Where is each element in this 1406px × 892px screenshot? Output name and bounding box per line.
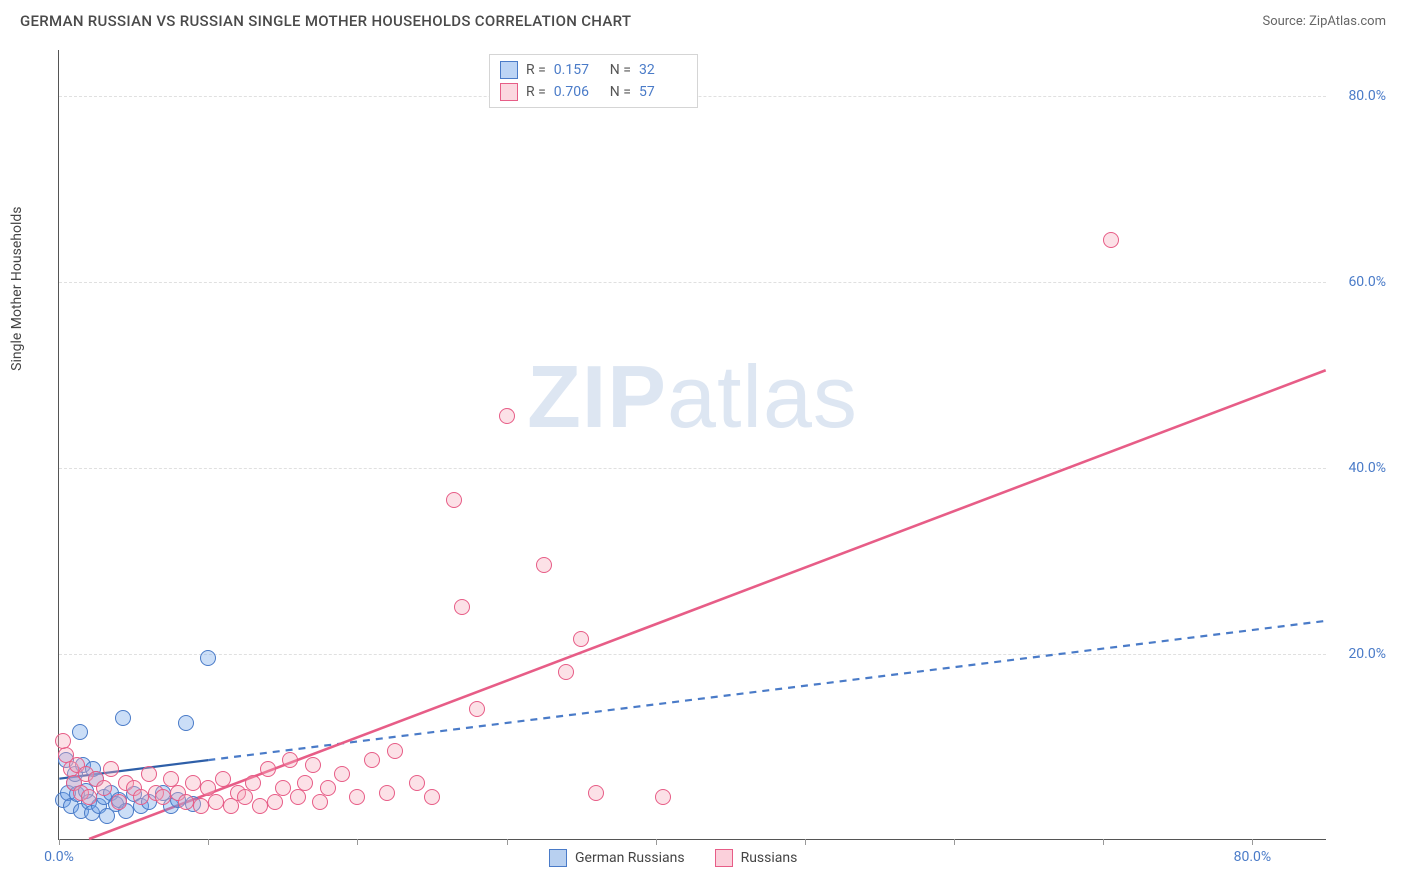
data-point (133, 789, 149, 805)
data-point (115, 710, 131, 726)
data-point (111, 794, 127, 810)
data-point (141, 766, 157, 782)
x-tick (357, 839, 358, 845)
legend-swatch (549, 849, 567, 867)
data-point (55, 733, 71, 749)
data-point (297, 775, 313, 791)
data-point (387, 743, 403, 759)
data-point (446, 492, 462, 508)
data-point (409, 775, 425, 791)
y-tick-label: 80.0% (1331, 88, 1386, 104)
data-point (290, 789, 306, 805)
legend-stats-row: R = 0.706 N = 57 (500, 81, 687, 103)
legend-stats-row: R = 0.157 N = 32 (500, 59, 687, 81)
data-point (260, 761, 276, 777)
data-point (155, 789, 171, 805)
data-point (588, 785, 604, 801)
data-point (558, 664, 574, 680)
data-point (469, 701, 485, 717)
legend-series-label: German Russians (575, 850, 685, 866)
data-point (275, 780, 291, 796)
x-tick (507, 839, 508, 845)
legend-n-label: N = (610, 84, 631, 100)
data-point (454, 599, 470, 615)
data-point (208, 794, 224, 810)
data-point (1103, 232, 1119, 248)
x-tick (208, 839, 209, 845)
legend-n-value: 32 (639, 62, 687, 78)
data-point (364, 752, 380, 768)
data-point (334, 766, 350, 782)
chart-area: ZIPatlas 20.0%40.0%60.0%80.0% Single Mot… (58, 50, 1326, 840)
x-axis-end-label: 80.0% (1234, 849, 1272, 865)
data-point (178, 715, 194, 731)
data-point (320, 780, 336, 796)
chart-title: GERMAN RUSSIAN VS RUSSIAN SINGLE MOTHER … (20, 12, 631, 30)
y-tick-label: 60.0% (1331, 274, 1386, 290)
data-point (223, 798, 239, 814)
data-point (185, 775, 201, 791)
y-tick-label: 20.0% (1331, 646, 1386, 662)
legend-series: German Russians Russians (549, 849, 797, 867)
data-point (193, 798, 209, 814)
x-axis-origin-label: 0.0% (44, 849, 74, 865)
data-point (245, 775, 261, 791)
data-point (267, 794, 283, 810)
x-tick (59, 839, 60, 845)
x-tick (1252, 839, 1253, 845)
legend-r-label: R = (526, 62, 546, 78)
data-point (237, 789, 253, 805)
data-point (81, 789, 97, 805)
x-tick (954, 839, 955, 845)
data-point (424, 789, 440, 805)
legend-series-item: German Russians (549, 849, 685, 867)
data-point (312, 794, 328, 810)
data-point (282, 752, 298, 768)
x-tick (656, 839, 657, 845)
data-point (252, 798, 268, 814)
data-point (103, 761, 119, 777)
y-axis-label: Single Mother Households (9, 206, 25, 370)
x-tick (805, 839, 806, 845)
legend-n-value: 57 (639, 84, 687, 100)
legend-swatch (715, 849, 733, 867)
y-tick-label: 40.0% (1331, 460, 1386, 476)
data-point (499, 408, 515, 424)
x-tick (1103, 839, 1104, 845)
data-point (178, 794, 194, 810)
data-point (573, 631, 589, 647)
legend-r-value: 0.157 (554, 62, 602, 78)
data-point (305, 757, 321, 773)
data-point (215, 771, 231, 787)
legend-stats: R = 0.157 N = 32 R = 0.706 N = 57 (489, 54, 698, 108)
data-point (379, 785, 395, 801)
legend-swatch (500, 61, 518, 79)
data-point (536, 557, 552, 573)
data-point (200, 650, 216, 666)
data-point (655, 789, 671, 805)
source-label: Source: ZipAtlas.com (1262, 14, 1386, 29)
scatter-plot (59, 50, 1326, 839)
legend-series-item: Russians (715, 849, 798, 867)
data-point (72, 724, 88, 740)
legend-r-label: R = (526, 84, 546, 100)
data-point (96, 780, 112, 796)
legend-r-value: 0.706 (554, 84, 602, 100)
legend-swatch (500, 83, 518, 101)
data-point (349, 789, 365, 805)
legend-n-label: N = (610, 62, 631, 78)
legend-series-label: Russians (741, 850, 798, 866)
